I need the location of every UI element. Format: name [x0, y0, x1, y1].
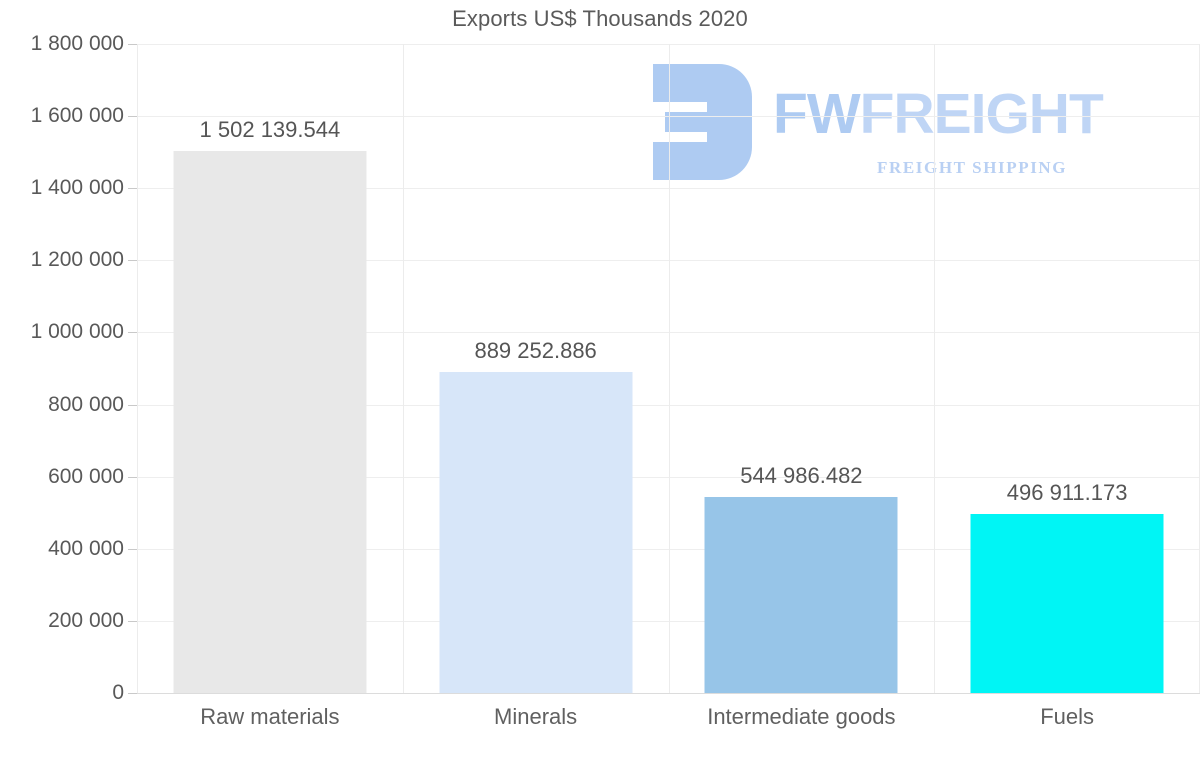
gridline-vertical [934, 44, 936, 693]
bar[interactable] [970, 513, 1164, 693]
y-axis-tick-mark [128, 332, 137, 334]
gridline-vertical [668, 44, 670, 693]
bar-group: 496 911.173 [934, 44, 1200, 693]
y-axis-tick-mark [128, 44, 137, 45]
y-axis-tick-mark [128, 116, 137, 118]
y-axis-tick-label: 200 000 [48, 608, 124, 632]
x-axis-category-label: Raw materials [200, 704, 340, 729]
y-axis-tick-label: 1 200 000 [30, 248, 124, 272]
y-axis-tick-mark [128, 548, 137, 550]
y-axis-tick-mark [128, 260, 137, 262]
x-axis-category-label: Minerals [494, 704, 578, 729]
y-axis-tick-mark [128, 188, 137, 190]
bar-group: 1 502 139.544 [137, 44, 403, 693]
x-axis-category-label: Intermediate goods [707, 704, 896, 729]
bar-value-label: 1 502 139.544 [199, 117, 341, 143]
y-axis-tick-label: 1 000 000 [30, 320, 124, 344]
y-axis-tick-label: 800 000 [48, 392, 124, 416]
y-axis-tick-mark [128, 620, 137, 622]
y-axis-tick-label: 1 400 000 [30, 176, 124, 200]
y-axis-tick-label: 0 [112, 681, 124, 704]
gridline-vertical [137, 44, 138, 693]
y-axis-tick-label: 400 000 [48, 536, 124, 560]
bar[interactable] [704, 496, 898, 693]
y-axis-tick-mark [128, 693, 137, 694]
y-axis-tick-label: 1 600 000 [30, 104, 124, 128]
bar[interactable] [173, 151, 367, 693]
gridline-vertical [402, 44, 404, 693]
y-axis-tick-label: 1 800 000 [30, 32, 124, 55]
gridline-horizontal [137, 693, 1200, 694]
y-axis-tick-mark [128, 404, 137, 406]
y-axis-tick-mark [128, 476, 137, 478]
bar-value-label: 496 911.173 [1006, 479, 1128, 505]
bar-group: 889 252.886 [403, 44, 669, 693]
bar-value-label: 889 252.886 [474, 338, 597, 364]
bar[interactable] [439, 372, 633, 693]
bar-value-label: 544 986.482 [740, 462, 863, 488]
y-axis-tick-label: 600 000 [48, 464, 124, 488]
bar-group: 544 986.482 [669, 44, 935, 693]
chart-title: Exports US$ Thousands 2020 [452, 6, 748, 31]
plot-area: 1 502 139.544 889 252.886 544 986.482 496 9… [137, 44, 1200, 694]
x-axis-category-label: Fuels [1040, 704, 1095, 729]
